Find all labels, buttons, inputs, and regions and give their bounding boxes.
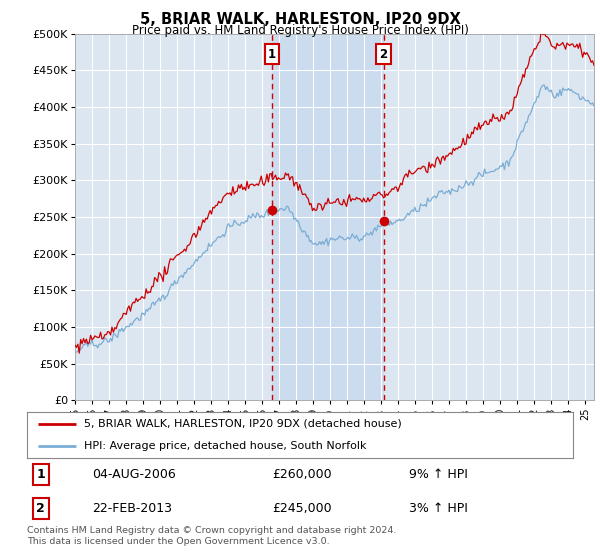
Text: HPI: Average price, detached house, South Norfolk: HPI: Average price, detached house, Sout…: [85, 441, 367, 451]
Bar: [272, 34, 383, 400]
Text: 1: 1: [36, 468, 45, 481]
Text: 5, BRIAR WALK, HARLESTON, IP20 9DX (detached house): 5, BRIAR WALK, HARLESTON, IP20 9DX (deta…: [85, 418, 402, 428]
Text: £245,000: £245,000: [273, 502, 332, 515]
Text: 1: 1: [268, 48, 276, 60]
Text: 04-AUG-2006: 04-AUG-2006: [92, 468, 176, 481]
Text: 2: 2: [379, 48, 388, 60]
Text: Price paid vs. HM Land Registry's House Price Index (HPI): Price paid vs. HM Land Registry's House …: [131, 24, 469, 36]
Text: Contains HM Land Registry data © Crown copyright and database right 2024.
This d: Contains HM Land Registry data © Crown c…: [27, 526, 397, 546]
Text: 22-FEB-2013: 22-FEB-2013: [92, 502, 173, 515]
Text: 5, BRIAR WALK, HARLESTON, IP20 9DX: 5, BRIAR WALK, HARLESTON, IP20 9DX: [140, 12, 460, 27]
Text: 9% ↑ HPI: 9% ↑ HPI: [409, 468, 468, 481]
Text: £260,000: £260,000: [273, 468, 332, 481]
Text: 3% ↑ HPI: 3% ↑ HPI: [409, 502, 468, 515]
Text: 2: 2: [36, 502, 45, 515]
